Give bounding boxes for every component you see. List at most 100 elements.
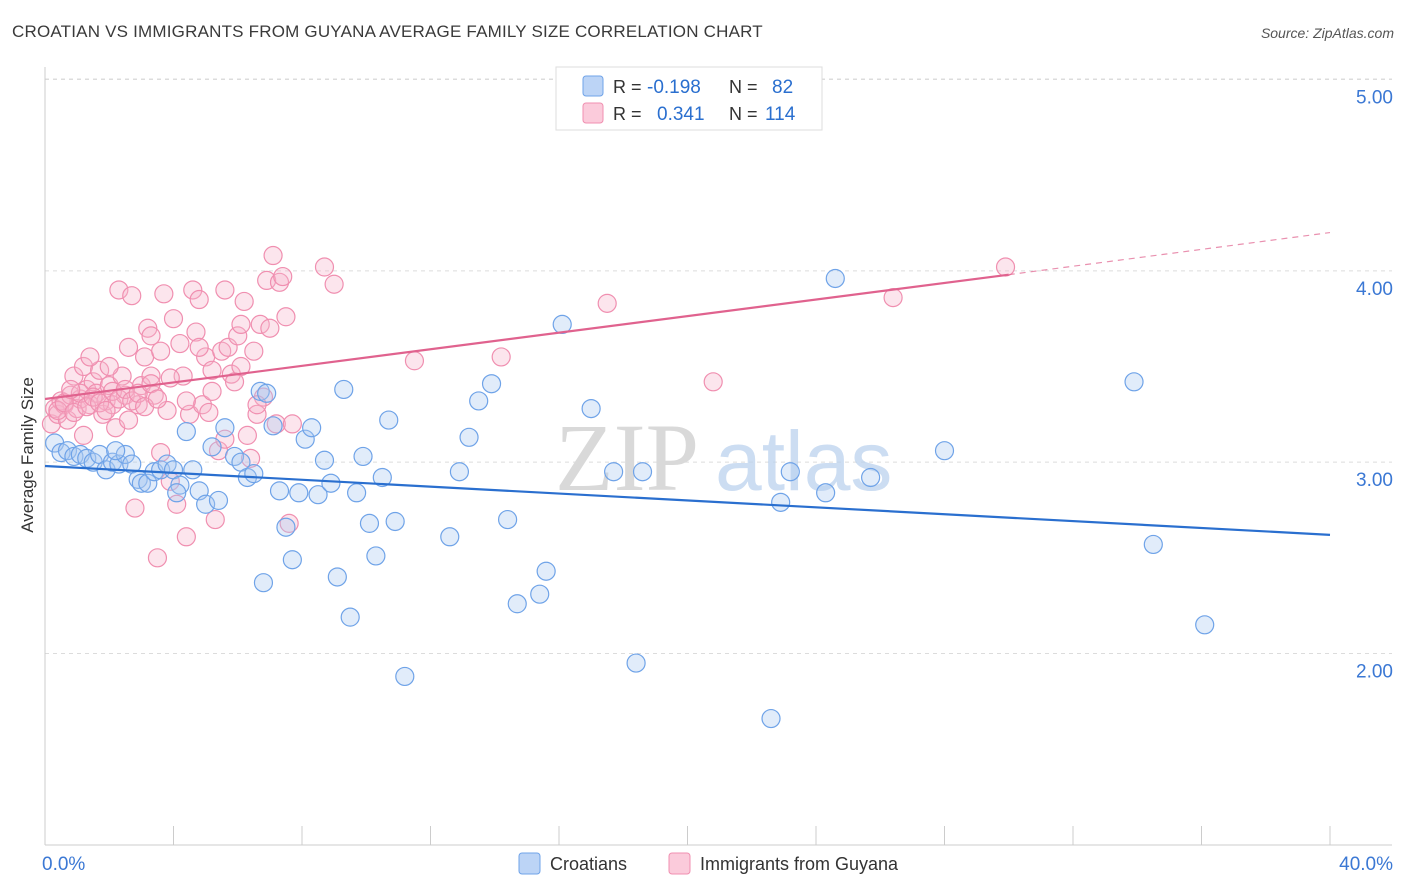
- data-point-croatians: [379, 410, 399, 430]
- legend-swatch-guyana: [668, 852, 691, 875]
- legend-n-value: 114: [765, 104, 796, 125]
- data-point-guyana: [234, 291, 254, 312]
- data-point-croatians: [581, 398, 601, 419]
- data-point-croatians: [321, 473, 341, 493]
- chart-title: CROATIAN VS IMMIGRANTS FROM GUYANA AVERA…: [12, 22, 763, 41]
- data-point-croatians: [372, 467, 392, 488]
- data-point-guyana: [96, 400, 116, 421]
- data-point-guyana: [215, 280, 235, 300]
- data-point-guyana: [231, 356, 251, 377]
- data-point-guyana: [183, 280, 203, 300]
- data-point-croatians: [276, 517, 296, 537]
- data-point-croatians: [1143, 534, 1163, 555]
- data-point-croatians: [115, 444, 135, 465]
- data-point-croatians: [861, 467, 881, 488]
- data-point-croatians: [366, 546, 386, 566]
- legend-r-value: 0.341: [657, 104, 705, 125]
- data-point-guyana: [404, 351, 425, 371]
- data-point-croatians: [469, 391, 489, 411]
- data-point-croatians: [934, 441, 955, 461]
- data-point-guyana: [73, 425, 94, 445]
- data-point-guyana: [118, 337, 139, 357]
- data-point-guyana: [189, 289, 209, 310]
- data-point-croatians: [459, 427, 479, 447]
- data-point-guyana: [202, 360, 222, 380]
- data-point-guyana: [241, 448, 261, 468]
- data-point-guyana: [45, 398, 65, 419]
- data-point-guyana: [73, 356, 94, 377]
- data-point-guyana: [237, 425, 257, 445]
- data-point-croatians: [626, 653, 646, 673]
- legend-r-label: R =: [613, 104, 642, 124]
- data-point-guyana: [77, 397, 97, 417]
- data-point-croatians: [507, 594, 527, 614]
- data-point-guyana: [205, 509, 225, 530]
- data-point-guyana: [192, 395, 213, 415]
- data-point-guyana: [125, 498, 145, 518]
- data-point-croatians: [347, 483, 367, 503]
- data-point-guyana: [83, 372, 103, 392]
- data-point-croatians: [282, 550, 302, 570]
- data-point-croatians: [334, 379, 354, 400]
- data-point-croatians: [131, 473, 151, 493]
- series-croatians-points: [45, 268, 1215, 729]
- data-point-guyana: [151, 341, 171, 361]
- data-point-guyana: [276, 307, 296, 327]
- trend-line-guyana: [44, 273, 1009, 401]
- legend-n-label: N =: [729, 77, 758, 97]
- x-tick-labels: 0.0% 40.0%: [42, 854, 1393, 875]
- data-point-croatians: [196, 494, 216, 514]
- data-point-guyana: [151, 443, 171, 463]
- watermark-zip: ZIP: [555, 404, 699, 511]
- data-point-croatians: [295, 429, 315, 449]
- data-point-croatians: [385, 511, 405, 532]
- data-point-croatians: [308, 485, 328, 505]
- y-tick-labels: 2.00 3.00 4.00 5.00: [1356, 88, 1393, 683]
- data-point-croatians: [536, 561, 556, 581]
- data-point-guyana: [995, 257, 1016, 277]
- data-point-guyana: [231, 314, 251, 335]
- data-point-croatians: [771, 492, 791, 512]
- data-point-guyana: [90, 393, 110, 413]
- data-point-croatians: [632, 462, 653, 482]
- data-point-guyana: [260, 318, 280, 338]
- data-point-croatians: [106, 441, 126, 461]
- data-point-guyana: [703, 372, 723, 392]
- data-point-croatians: [208, 490, 229, 511]
- data-point-guyana: [122, 286, 142, 306]
- data-point-croatians: [498, 509, 518, 530]
- data-point-guyana: [176, 391, 196, 411]
- data-point-croatians: [244, 464, 264, 484]
- data-point-guyana: [266, 414, 286, 434]
- data-point-guyana: [167, 494, 187, 514]
- y-axis-label: Average Family Size: [18, 377, 37, 533]
- data-point-croatians: [604, 462, 624, 482]
- axes: [44, 67, 1392, 846]
- data-point-guyana: [324, 274, 344, 294]
- data-point-guyana: [134, 347, 155, 367]
- data-point-croatians: [257, 383, 277, 403]
- data-point-guyana: [176, 527, 196, 547]
- y-tick-label: 4.00: [1356, 279, 1393, 300]
- data-point-guyana: [163, 309, 184, 329]
- data-point-croatians: [202, 437, 222, 457]
- data-point-guyana: [154, 284, 174, 304]
- data-point-guyana: [189, 337, 209, 357]
- x-tick-label: 0.0%: [42, 854, 85, 875]
- data-point-guyana: [99, 356, 119, 377]
- stats-legend: R = -0.198 N = 82 R = 0.341 N = 114: [555, 66, 823, 131]
- data-point-croatians: [353, 446, 373, 467]
- data-point-guyana: [141, 326, 161, 346]
- data-point-guyana: [199, 402, 219, 423]
- data-point-guyana: [147, 548, 168, 568]
- data-point-croatians: [167, 483, 187, 503]
- data-point-croatians: [327, 567, 347, 587]
- data-point-guyana: [186, 322, 206, 342]
- y-tick-label: 3.00: [1356, 470, 1393, 491]
- legend-swatch-croatians: [518, 852, 541, 875]
- data-point-guyana: [273, 266, 293, 287]
- data-point-guyana: [282, 414, 302, 434]
- data-point-croatians: [816, 483, 836, 503]
- data-point-croatians: [449, 462, 470, 482]
- legend-n-label: N =: [729, 104, 758, 124]
